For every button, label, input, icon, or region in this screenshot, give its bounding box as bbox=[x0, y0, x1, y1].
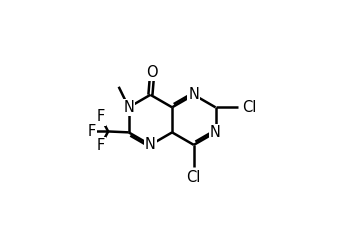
Text: O: O bbox=[146, 65, 158, 80]
Text: Cl: Cl bbox=[242, 100, 257, 115]
Text: N: N bbox=[188, 87, 199, 102]
Text: N: N bbox=[145, 137, 156, 152]
Text: F: F bbox=[97, 138, 104, 154]
Text: Cl: Cl bbox=[186, 170, 201, 185]
Text: N: N bbox=[123, 100, 134, 115]
Text: F: F bbox=[97, 109, 104, 124]
Text: N: N bbox=[210, 125, 221, 140]
Text: F: F bbox=[88, 124, 96, 139]
